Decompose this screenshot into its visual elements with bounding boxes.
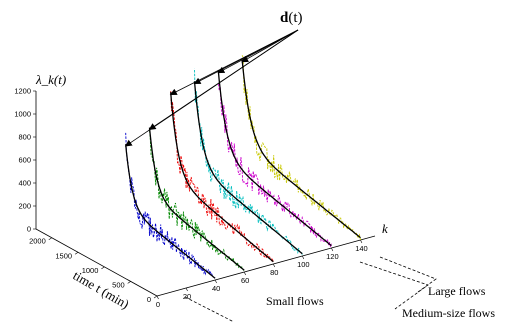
k-tick-mark xyxy=(360,239,363,244)
x-tick-mark xyxy=(153,295,158,299)
k-tick-label: 80 xyxy=(270,268,278,277)
k-tick-label: 40 xyxy=(212,284,220,293)
k-tick-mark xyxy=(272,263,276,268)
k-tick-label: 140 xyxy=(355,244,368,253)
medium-flows-label: Medium-size flows xyxy=(402,306,495,320)
y-axis-ticks: 0 200 400 600 800 1000 1200 xyxy=(14,87,36,234)
x-tick-label: 0 xyxy=(147,295,151,304)
x-tick-mark xyxy=(101,266,105,270)
d-t-label: d(t) xyxy=(280,10,303,26)
small-flows-label: Small flows xyxy=(266,294,324,308)
series-observed-line xyxy=(241,55,361,241)
y-tick-label: 0 xyxy=(27,225,31,234)
x-tick-label: 2000 xyxy=(29,237,46,246)
series-fit-line xyxy=(125,144,216,279)
d-t-arrow xyxy=(124,29,299,147)
k-tick-label: 0 xyxy=(156,300,160,309)
x-axis-line xyxy=(35,228,158,297)
d-t-arrows xyxy=(124,29,299,147)
series-fit-line xyxy=(217,70,332,247)
x-tick-mark xyxy=(127,281,131,284)
series-observed-line xyxy=(217,82,332,248)
k-tick-label: 120 xyxy=(326,252,339,261)
series-fit-line xyxy=(241,59,361,239)
y-tick-label: 400 xyxy=(18,179,31,188)
y-tick-label: 800 xyxy=(18,133,31,142)
series-observed-line xyxy=(125,132,216,279)
series-curves xyxy=(125,55,361,279)
k-axis-label: k xyxy=(382,221,388,236)
y-tick-label: 1000 xyxy=(14,110,31,119)
x-tick-label: 1500 xyxy=(55,251,72,260)
x-tick-label: 500 xyxy=(112,280,125,289)
x-tick-label: 1000 xyxy=(82,266,99,275)
k-tick-label: 60 xyxy=(241,276,249,285)
k-axis-line xyxy=(156,235,376,297)
medium-flows-bracket xyxy=(359,261,429,310)
k-tick-label: 20 xyxy=(183,292,191,301)
series-observed-line xyxy=(149,129,245,271)
x-tick-mark xyxy=(74,252,79,255)
k-tick-label: 100 xyxy=(297,260,310,269)
series-fit-line xyxy=(170,92,274,263)
series-fit-line xyxy=(193,81,303,255)
x-axis-ticks: 0 500 1000 1500 2000 xyxy=(29,237,158,304)
k-axis-ticks: 0 20 40 60 80 100 120 140 xyxy=(156,239,368,309)
y-tick-label: 1200 xyxy=(14,87,31,96)
k-tick-mark xyxy=(214,279,217,284)
y-axis-label: λ_k(t) xyxy=(35,72,66,87)
small-flows-bracket xyxy=(184,296,235,323)
k-tick-mark xyxy=(302,255,305,260)
k-tick-mark xyxy=(185,287,188,292)
series-observed-line xyxy=(194,68,303,255)
k-tick-mark xyxy=(156,295,159,300)
d-t-label-arg: (t) xyxy=(288,10,302,26)
large-flows-label: Large flows xyxy=(428,284,486,298)
y-tick-label: 600 xyxy=(18,156,31,165)
k-tick-mark xyxy=(243,271,246,276)
d-t-label-bold: d xyxy=(280,10,289,26)
d-t-arrow xyxy=(169,29,299,95)
x-tick-mark xyxy=(48,237,52,240)
x-axis-label: time t (min) xyxy=(71,268,132,312)
k-tick-mark xyxy=(331,247,334,252)
y-tick-label: 200 xyxy=(18,202,31,211)
series-fit-line xyxy=(148,127,245,271)
large-flows-bracket xyxy=(379,256,437,293)
series-observed-line xyxy=(170,90,274,262)
